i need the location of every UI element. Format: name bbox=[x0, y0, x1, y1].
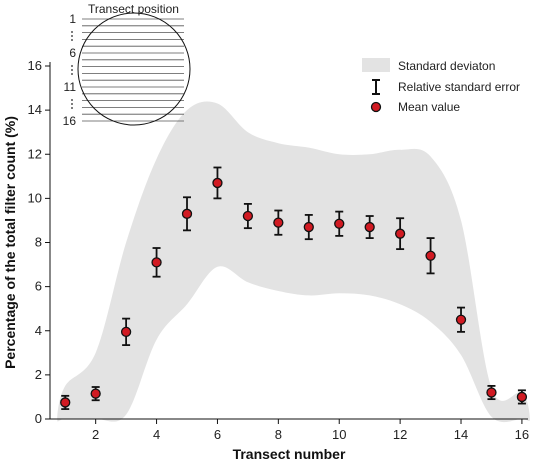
legend-swatch-std bbox=[362, 58, 390, 72]
ellipsis-dot bbox=[71, 31, 73, 33]
legend-errorbar-icon bbox=[372, 79, 380, 95]
mean-point bbox=[151, 257, 162, 268]
mean-point bbox=[364, 221, 375, 233]
y-tick-label: 10 bbox=[28, 190, 42, 205]
x-tick-label: 10 bbox=[332, 427, 346, 442]
mean-point bbox=[303, 221, 314, 233]
transect-position-inset: Transect position 1 6 11 16 bbox=[63, 2, 191, 128]
ticks: 2 4 6 8 10 12 14 16 0 2 4 6 8 10 12 14 16 bbox=[28, 58, 530, 442]
ellipsis-dot bbox=[71, 73, 73, 75]
mean-point bbox=[273, 217, 284, 228]
legend-label-std: Standard deviaton bbox=[398, 59, 495, 73]
ellipsis-dot bbox=[71, 99, 73, 101]
y-tick-label: 12 bbox=[28, 146, 42, 161]
legend-label-rse: Relative standard error bbox=[398, 80, 520, 94]
mean-point bbox=[455, 314, 467, 325]
x-tick-label: 16 bbox=[515, 427, 529, 442]
y-tick-label: 8 bbox=[35, 235, 42, 250]
mean-point bbox=[120, 326, 132, 338]
x-tick-label: 2 bbox=[92, 427, 99, 442]
x-tick-label: 6 bbox=[214, 427, 221, 442]
std-band bbox=[57, 101, 530, 423]
mean-point bbox=[90, 388, 101, 399]
mean-point bbox=[334, 218, 345, 229]
inset-label-16: 16 bbox=[63, 114, 77, 128]
legend-label-mean: Mean value bbox=[398, 100, 460, 114]
legend-marker-mean bbox=[370, 101, 382, 113]
mean-point bbox=[212, 177, 223, 189]
ellipsis-dot bbox=[71, 65, 73, 67]
inset-label-1: 1 bbox=[69, 12, 76, 26]
y-tick-label: 4 bbox=[35, 323, 42, 338]
inset-label-6: 6 bbox=[69, 46, 76, 60]
std-band-layer bbox=[57, 101, 530, 423]
ellipsis-dot bbox=[71, 69, 73, 71]
ellipsis-dot bbox=[71, 35, 73, 37]
mean-point bbox=[486, 387, 497, 398]
ellipsis-dot bbox=[71, 39, 73, 41]
inset-label-11: 11 bbox=[64, 80, 77, 94]
x-tick-label: 14 bbox=[454, 427, 468, 442]
mean-markers bbox=[60, 177, 528, 408]
mean-point bbox=[394, 228, 406, 239]
inset-title: Transect position bbox=[88, 2, 179, 16]
mean-point bbox=[516, 391, 528, 403]
mean-point bbox=[425, 250, 436, 261]
transect-lines bbox=[82, 18, 184, 122]
y-tick-label: 2 bbox=[35, 367, 42, 382]
x-tick-label: 4 bbox=[153, 427, 160, 442]
x-axis-title: Transect number bbox=[233, 446, 346, 462]
y-axis-title: Percentage of the total filter count (%) bbox=[2, 116, 18, 369]
legend: Standard deviaton Relative standard erro… bbox=[362, 58, 520, 114]
x-tick-label: 12 bbox=[393, 427, 407, 442]
y-tick-label: 6 bbox=[35, 279, 42, 294]
mean-point bbox=[60, 397, 71, 408]
x-tick-label: 8 bbox=[275, 427, 282, 442]
mean-point bbox=[242, 210, 254, 222]
ellipsis-dot bbox=[71, 103, 73, 105]
axes bbox=[49, 62, 528, 420]
ellipsis-dot bbox=[71, 107, 73, 109]
filter-circle bbox=[77, 12, 191, 126]
mean-point bbox=[181, 208, 193, 219]
y-tick-label: 16 bbox=[28, 58, 42, 73]
y-tick-label: 14 bbox=[28, 102, 42, 117]
y-tick-label: 0 bbox=[35, 411, 42, 426]
inset-ellipsis-dots bbox=[71, 31, 73, 109]
